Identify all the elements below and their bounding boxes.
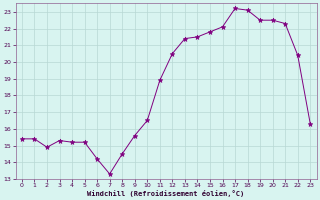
X-axis label: Windchill (Refroidissement éolien,°C): Windchill (Refroidissement éolien,°C): [87, 190, 245, 197]
